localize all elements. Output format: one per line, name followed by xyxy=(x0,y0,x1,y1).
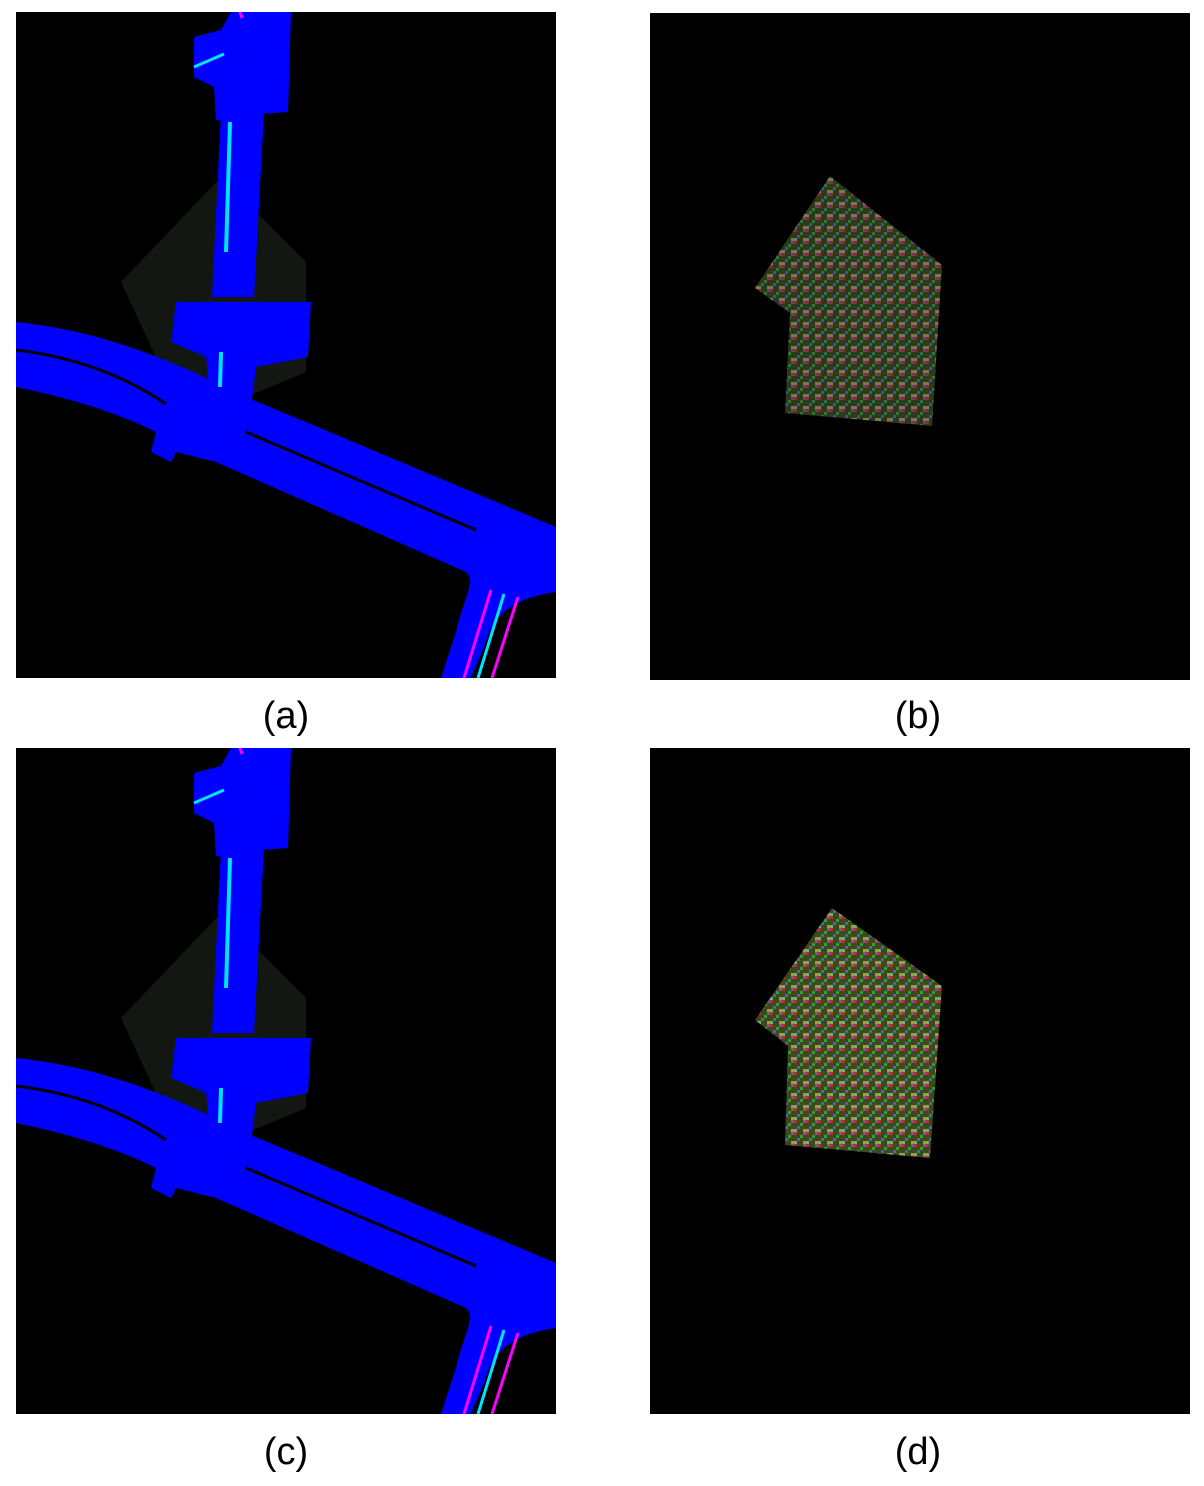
lane-magenta-2 xyxy=(490,596,520,678)
lane-divider-right xyxy=(245,1166,477,1268)
lane-divider-left xyxy=(16,1084,167,1142)
caption-d: (d) xyxy=(894,1431,942,1473)
noise-region xyxy=(755,908,942,1158)
road-junction xyxy=(171,302,311,407)
road-junction xyxy=(171,1038,311,1143)
noise-patch-b xyxy=(755,176,942,426)
panel-b-noise-patch xyxy=(650,13,1190,680)
panel-d-noise-patch xyxy=(650,748,1190,1414)
road-main-curve xyxy=(16,1058,556,1414)
lane-cyan-junction xyxy=(218,1087,223,1124)
noise-region xyxy=(755,176,942,426)
lane-cyan-top xyxy=(193,52,225,69)
lane-magenta-1 xyxy=(462,1325,493,1414)
noise-patch-d xyxy=(755,908,942,1158)
road-main-curve xyxy=(16,322,556,678)
lane-cyan-vertical xyxy=(224,857,232,989)
lane-magenta-top xyxy=(238,748,244,755)
lane-cyan-top xyxy=(193,788,225,805)
lane-cyan-1 xyxy=(476,1329,506,1414)
lane-divider-left xyxy=(16,348,167,406)
road-top-block xyxy=(194,12,291,122)
lane-divider-right xyxy=(245,430,477,532)
caption-a: (a) xyxy=(262,695,310,737)
road-top-block xyxy=(194,748,291,858)
road-map-c xyxy=(16,748,556,1414)
panel-c-road-map xyxy=(16,748,556,1414)
lane-cyan-junction xyxy=(218,351,223,388)
lane-cyan-vertical xyxy=(224,121,232,253)
panel-a-road-map xyxy=(16,12,556,678)
lane-magenta-1 xyxy=(462,589,493,678)
caption-c: (c) xyxy=(263,1431,309,1473)
lane-cyan-1 xyxy=(476,593,506,678)
caption-b: (b) xyxy=(894,695,942,737)
lane-magenta-2 xyxy=(490,1332,520,1414)
lane-magenta-top xyxy=(238,12,244,19)
road-map-a xyxy=(16,12,556,678)
